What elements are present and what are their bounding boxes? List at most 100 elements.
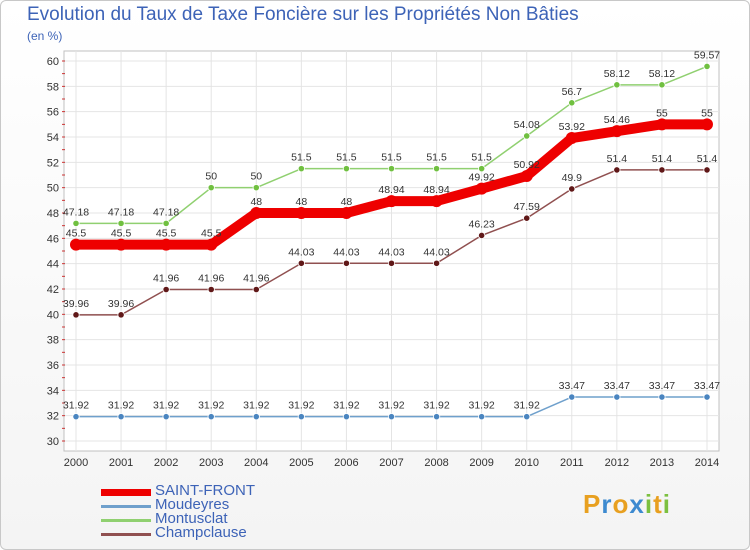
- data-label-saint-front: 48: [296, 196, 308, 208]
- data-label-montusclat: 51.5: [291, 152, 312, 164]
- legend-label: Moudeyres: [155, 496, 230, 513]
- data-point-champclause: [658, 166, 666, 174]
- data-point-saint-front: [701, 118, 713, 131]
- data-label-moudeyres: 31.92: [108, 400, 134, 412]
- data-point-saint-front: [520, 170, 533, 183]
- legend-item-montusclat: Montusclat: [101, 510, 341, 527]
- data-point-montusclat: [703, 62, 711, 71]
- data-label-moudeyres: 31.92: [514, 400, 540, 412]
- data-label-saint-front: 48.94: [378, 184, 404, 196]
- data-label-champclause: 44.03: [378, 246, 404, 258]
- data-label-champclause: 46.23: [469, 218, 495, 230]
- data-label-moudeyres: 31.92: [153, 400, 179, 412]
- data-point-montusclat: [72, 219, 80, 227]
- data-point-saint-front: [250, 207, 263, 219]
- data-point-montusclat: [207, 184, 215, 192]
- data-label-champclause: 41.96: [198, 273, 224, 285]
- data-label-montusclat: 51.5: [471, 152, 492, 164]
- data-label-saint-front: 48.94: [423, 184, 449, 196]
- data-point-saint-front: [340, 207, 353, 219]
- data-point-saint-front: [160, 238, 173, 251]
- data-label-moudeyres: 31.92: [243, 400, 269, 412]
- y-tick-label: 60: [47, 56, 59, 68]
- x-tick-label: 2001: [109, 457, 133, 469]
- data-point-champclause: [162, 285, 170, 294]
- data-point-saint-front: [655, 118, 668, 131]
- data-label-montusclat: 51.5: [426, 152, 447, 164]
- y-tick-label: 42: [47, 284, 59, 296]
- data-label-montusclat: 58.12: [604, 68, 630, 80]
- data-point-moudeyres: [72, 413, 80, 421]
- x-tick-label: 2011: [560, 457, 584, 469]
- y-unit-label: (en %): [27, 29, 63, 43]
- data-label-montusclat: 59.57: [694, 49, 720, 61]
- data-label-montusclat: 54.08: [514, 119, 540, 131]
- x-tick-label: 2013: [650, 457, 674, 469]
- data-label-saint-front: 45.5: [66, 228, 87, 240]
- y-tick-label: 52: [47, 157, 59, 169]
- x-tick-label: 2010: [514, 457, 538, 469]
- data-label-moudeyres: 33.47: [559, 380, 585, 392]
- data-point-moudeyres: [658, 393, 666, 401]
- data-point-champclause: [613, 166, 621, 174]
- data-label-saint-front: 49.92: [469, 172, 495, 184]
- data-point-champclause: [523, 214, 531, 222]
- data-point-moudeyres: [387, 413, 396, 421]
- data-label-montusclat: 50: [250, 171, 262, 183]
- data-label-saint-front: 48: [250, 196, 262, 208]
- data-label-champclause: 41.96: [153, 273, 179, 285]
- data-point-montusclat: [252, 184, 260, 192]
- x-tick-label: 2004: [244, 457, 268, 469]
- data-point-montusclat: [387, 165, 396, 173]
- data-label-montusclat: 56.7: [562, 86, 583, 98]
- proxiti-logo: Proxiti: [583, 489, 671, 520]
- data-point-moudeyres: [703, 393, 711, 401]
- legend-label: SAINT-FRONT: [155, 482, 255, 499]
- y-tick-label: 40: [47, 309, 59, 321]
- legend: SAINT-FRONT Moudeyres Montusclat Champcl…: [101, 482, 341, 541]
- data-label-moudeyres: 31.92: [469, 400, 495, 412]
- data-point-champclause: [568, 185, 576, 193]
- data-label-champclause: 41.96: [243, 273, 269, 285]
- legend-item-champclause: Champclause: [101, 524, 341, 541]
- data-point-champclause: [72, 311, 80, 319]
- y-tick-label: 46: [47, 233, 59, 245]
- data-point-moudeyres: [252, 413, 260, 421]
- data-point-champclause: [432, 259, 441, 267]
- chart-title: Evolution du Taux de Taxe Foncière sur l…: [27, 4, 579, 25]
- legend-item-moudeyres: Moudeyres: [101, 496, 341, 513]
- x-tick-label: 2002: [154, 457, 178, 469]
- y-tick-label: 44: [47, 259, 59, 271]
- data-point-moudeyres: [342, 413, 351, 421]
- data-point-montusclat: [342, 165, 351, 173]
- data-point-saint-front: [295, 207, 308, 219]
- data-label-moudeyres: 31.92: [423, 400, 449, 412]
- data-point-champclause: [387, 259, 396, 267]
- data-point-moudeyres: [432, 413, 441, 421]
- data-point-montusclat: [432, 165, 441, 173]
- data-point-saint-front: [475, 182, 488, 195]
- data-point-moudeyres: [478, 413, 486, 421]
- logo-letter: i: [644, 489, 654, 519]
- data-label-champclause: 44.03: [288, 246, 314, 258]
- data-point-moudeyres: [523, 413, 531, 421]
- legend-swatch-saint-front: [101, 489, 151, 496]
- x-tick-label: 2000: [64, 457, 88, 469]
- y-tick-label: 32: [47, 411, 59, 423]
- data-label-montusclat: 47.18: [153, 206, 179, 218]
- legend-label: Champclause: [155, 524, 247, 541]
- data-label-champclause: 51.4: [697, 153, 718, 165]
- data-point-champclause: [117, 311, 125, 319]
- y-tick-label: 54: [47, 132, 59, 144]
- legend-item-saint-front: SAINT-FRONT: [101, 482, 341, 499]
- y-tick-label: 56: [47, 107, 59, 119]
- data-label-saint-front: 53.92: [559, 121, 585, 133]
- data-point-montusclat: [478, 165, 486, 173]
- data-point-montusclat: [568, 99, 576, 107]
- data-label-champclause: 39.96: [63, 298, 89, 310]
- logo-letter: P: [583, 489, 602, 519]
- data-label-saint-front: 50.92: [514, 159, 540, 171]
- x-tick-label: 2014: [695, 457, 719, 469]
- data-label-montusclat: 51.5: [336, 152, 357, 164]
